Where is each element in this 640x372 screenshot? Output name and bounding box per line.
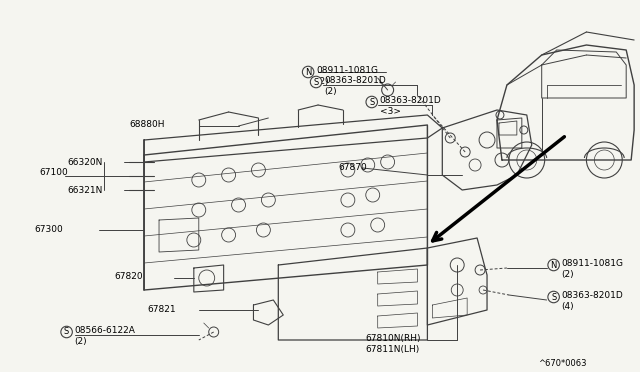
Text: S: S	[551, 292, 556, 301]
Text: 08363-8201D: 08363-8201D	[561, 291, 623, 300]
Text: 08911-1081G: 08911-1081G	[316, 66, 378, 75]
Text: 67820: 67820	[115, 272, 143, 281]
Text: (4): (4)	[561, 302, 574, 311]
Text: N: N	[305, 67, 311, 77]
Text: N: N	[550, 260, 557, 269]
Text: S: S	[314, 77, 319, 87]
Text: 67100: 67100	[40, 168, 68, 177]
Text: 67821: 67821	[147, 305, 176, 314]
Text: 67811N(LH): 67811N(LH)	[366, 345, 420, 354]
Text: (2): (2)	[324, 87, 337, 96]
Text: 08911-1081G: 08911-1081G	[561, 259, 623, 268]
Text: 67300: 67300	[35, 225, 63, 234]
Text: (2): (2)	[316, 77, 329, 86]
Text: (2): (2)	[561, 270, 574, 279]
Text: <3>: <3>	[380, 107, 401, 116]
Text: 08363-8201D: 08363-8201D	[324, 76, 386, 85]
Text: S: S	[369, 97, 374, 106]
Text: (2): (2)	[74, 337, 87, 346]
Text: 66321N: 66321N	[68, 186, 103, 195]
Text: 08363-8201D: 08363-8201D	[380, 96, 442, 105]
Text: 66320N: 66320N	[68, 158, 103, 167]
Text: S: S	[64, 327, 69, 337]
Text: 67810N(RH): 67810N(RH)	[366, 334, 421, 343]
Text: 67870: 67870	[338, 163, 367, 172]
Text: ^670*0063: ^670*0063	[538, 359, 586, 368]
Text: 08566-6122A: 08566-6122A	[74, 326, 136, 335]
Text: 68880H: 68880H	[129, 120, 164, 129]
